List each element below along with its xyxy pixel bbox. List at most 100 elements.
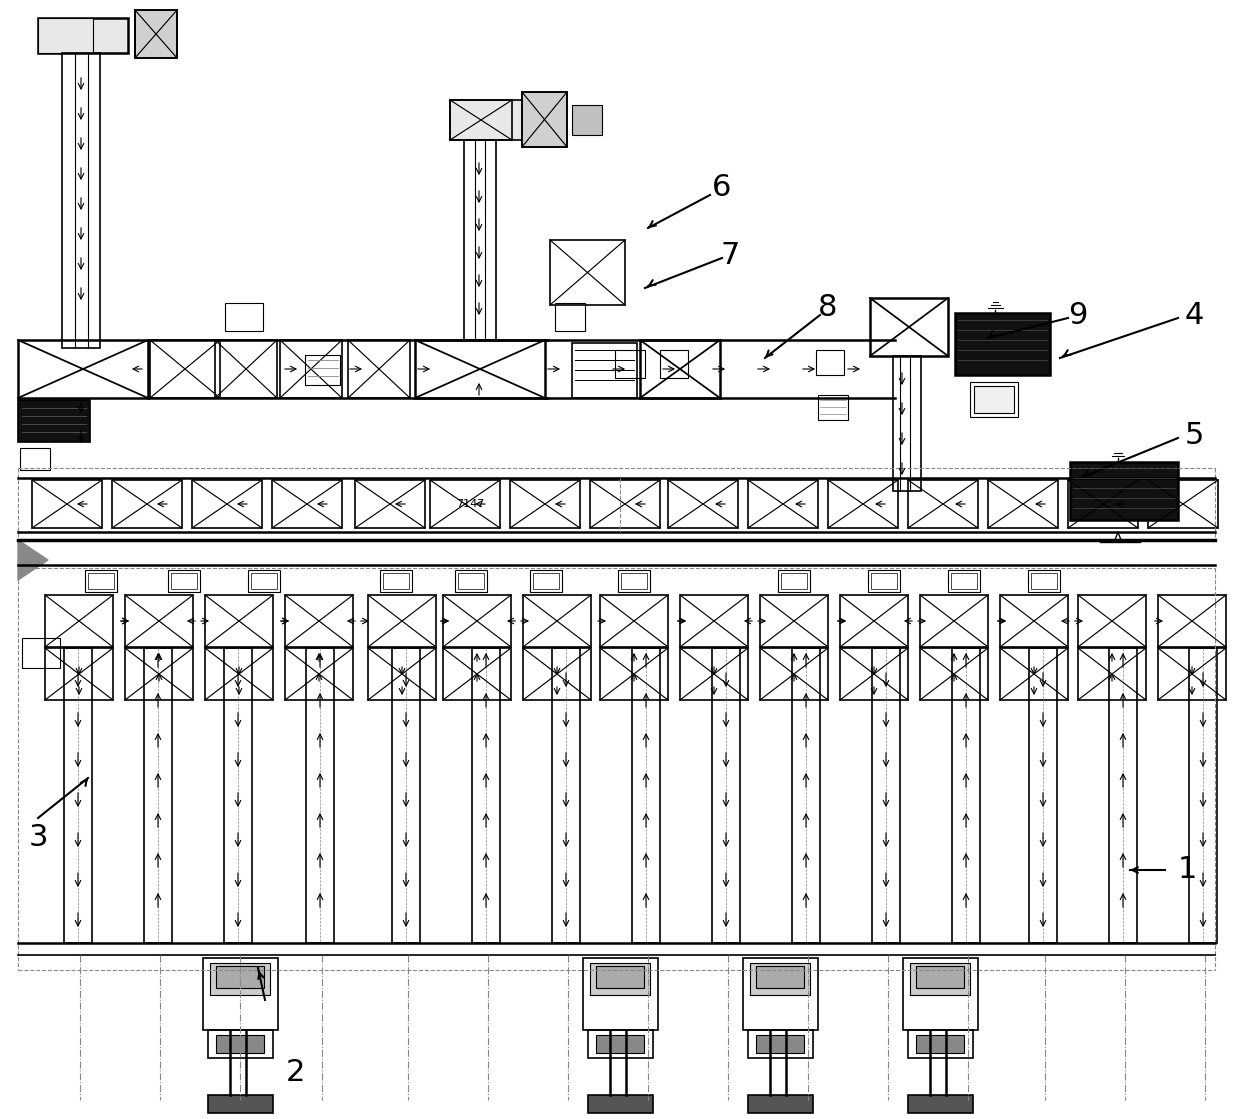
Bar <box>510 480 580 528</box>
Bar <box>348 340 410 398</box>
Bar <box>743 958 818 1029</box>
Bar <box>868 570 900 592</box>
Bar <box>19 399 91 442</box>
Text: 8: 8 <box>818 293 838 322</box>
Bar <box>920 648 988 700</box>
Bar <box>529 570 562 592</box>
Bar <box>135 10 177 58</box>
Bar <box>839 595 908 647</box>
Text: 6: 6 <box>712 173 732 203</box>
Bar <box>1189 648 1216 943</box>
Bar <box>430 480 500 528</box>
Bar <box>1148 480 1218 528</box>
Bar <box>908 1029 973 1057</box>
Bar <box>588 1096 653 1113</box>
Bar <box>973 386 1014 413</box>
Bar <box>415 340 546 398</box>
Bar <box>600 648 668 700</box>
Bar <box>45 648 113 700</box>
Bar <box>816 350 844 375</box>
Bar <box>999 648 1068 700</box>
Bar <box>839 648 908 700</box>
Bar <box>144 648 172 943</box>
Bar <box>443 595 511 647</box>
Bar <box>523 595 591 647</box>
Bar <box>22 638 60 668</box>
Bar <box>949 570 980 592</box>
Text: 1: 1 <box>1178 856 1198 884</box>
Bar <box>305 355 340 385</box>
Bar <box>760 648 828 700</box>
Bar <box>272 480 342 528</box>
Bar <box>1068 480 1138 528</box>
Bar <box>952 648 980 943</box>
Bar <box>203 958 278 1029</box>
Bar <box>45 595 113 647</box>
Bar <box>224 303 263 331</box>
Polygon shape <box>19 540 48 580</box>
Bar <box>828 480 898 528</box>
Bar <box>62 53 100 348</box>
Bar <box>216 1035 264 1053</box>
Bar <box>632 648 660 943</box>
Bar <box>955 313 1050 375</box>
Bar <box>523 648 591 700</box>
Bar <box>250 573 277 589</box>
Bar <box>600 595 668 647</box>
Bar <box>870 298 949 356</box>
Bar <box>216 966 264 988</box>
Bar <box>872 648 900 943</box>
Bar <box>20 448 50 470</box>
Bar <box>988 480 1058 528</box>
Bar <box>306 648 334 943</box>
Bar <box>450 100 539 140</box>
Bar <box>712 648 740 943</box>
Bar <box>572 105 601 135</box>
Bar <box>1028 570 1060 592</box>
Bar <box>215 340 277 398</box>
Bar <box>750 963 810 995</box>
Bar <box>86 570 117 592</box>
Bar <box>590 480 660 528</box>
Bar <box>443 648 511 700</box>
Bar <box>588 1029 653 1057</box>
Bar <box>150 340 219 398</box>
Bar <box>208 1029 273 1057</box>
Bar <box>910 963 970 995</box>
Bar <box>893 356 921 491</box>
Bar <box>522 92 567 147</box>
Bar <box>125 648 193 700</box>
Bar <box>1158 595 1226 647</box>
Bar <box>1158 648 1226 700</box>
Bar <box>1078 595 1146 647</box>
Bar <box>392 648 420 943</box>
Bar <box>583 958 658 1029</box>
Bar <box>596 1035 644 1053</box>
Bar <box>533 573 559 589</box>
Text: 7: 7 <box>720 241 740 270</box>
Bar <box>368 648 436 700</box>
Bar <box>383 573 409 589</box>
Bar <box>908 1096 973 1113</box>
Bar <box>19 340 148 398</box>
Bar <box>455 570 487 592</box>
Bar <box>572 344 637 398</box>
Bar <box>551 239 625 305</box>
Bar <box>552 648 580 943</box>
Bar <box>38 18 93 53</box>
Text: 7147: 7147 <box>456 499 484 509</box>
Bar <box>135 10 177 58</box>
Bar <box>248 570 280 592</box>
Bar <box>1109 648 1137 943</box>
Bar <box>951 573 977 589</box>
Bar <box>379 570 412 592</box>
Bar <box>660 350 688 378</box>
Bar <box>870 573 897 589</box>
Bar <box>472 648 500 943</box>
Text: 5: 5 <box>1185 421 1204 450</box>
Text: 9: 9 <box>1069 301 1087 329</box>
Bar <box>903 958 978 1029</box>
Bar <box>1030 573 1056 589</box>
Bar <box>208 1096 273 1113</box>
Bar <box>908 480 978 528</box>
